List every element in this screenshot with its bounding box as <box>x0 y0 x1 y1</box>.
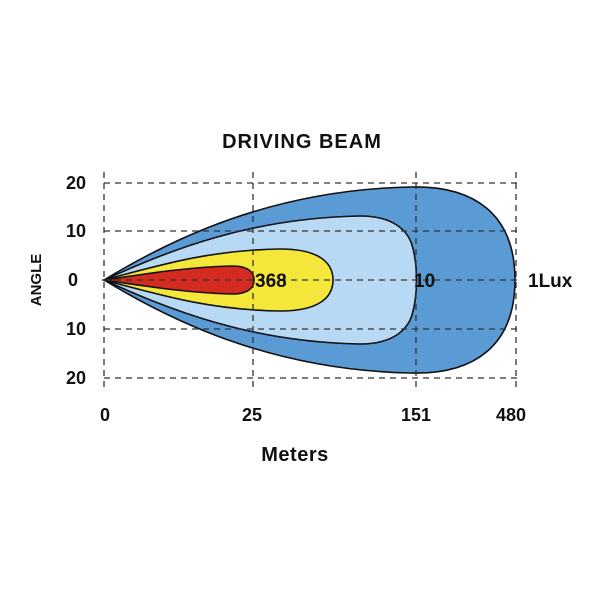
zone-label-1lux: 1Lux <box>528 271 573 292</box>
y-axis-label: ANGLE <box>28 254 45 307</box>
x-tick-480: 480 <box>496 405 526 425</box>
x-tick-151: 151 <box>401 405 431 425</box>
x-tick-25: 25 <box>242 405 262 425</box>
beam-zone-368lux <box>103 265 255 295</box>
y-tick-0: 0 <box>68 270 78 290</box>
diagram-title: DRIVING BEAM <box>222 131 382 153</box>
y-tick-20-bottom: 20 <box>66 368 86 388</box>
x-tick-0: 0 <box>100 405 110 425</box>
y-tick-10-top: 10 <box>66 221 86 241</box>
x-axis-label: Meters <box>261 444 328 466</box>
y-tick-20-top: 20 <box>66 173 86 193</box>
zone-label-368: 368 <box>255 271 287 292</box>
y-tick-10-bottom: 10 <box>66 319 86 339</box>
grid <box>103 172 520 388</box>
zone-label-10: 10 <box>414 271 435 292</box>
